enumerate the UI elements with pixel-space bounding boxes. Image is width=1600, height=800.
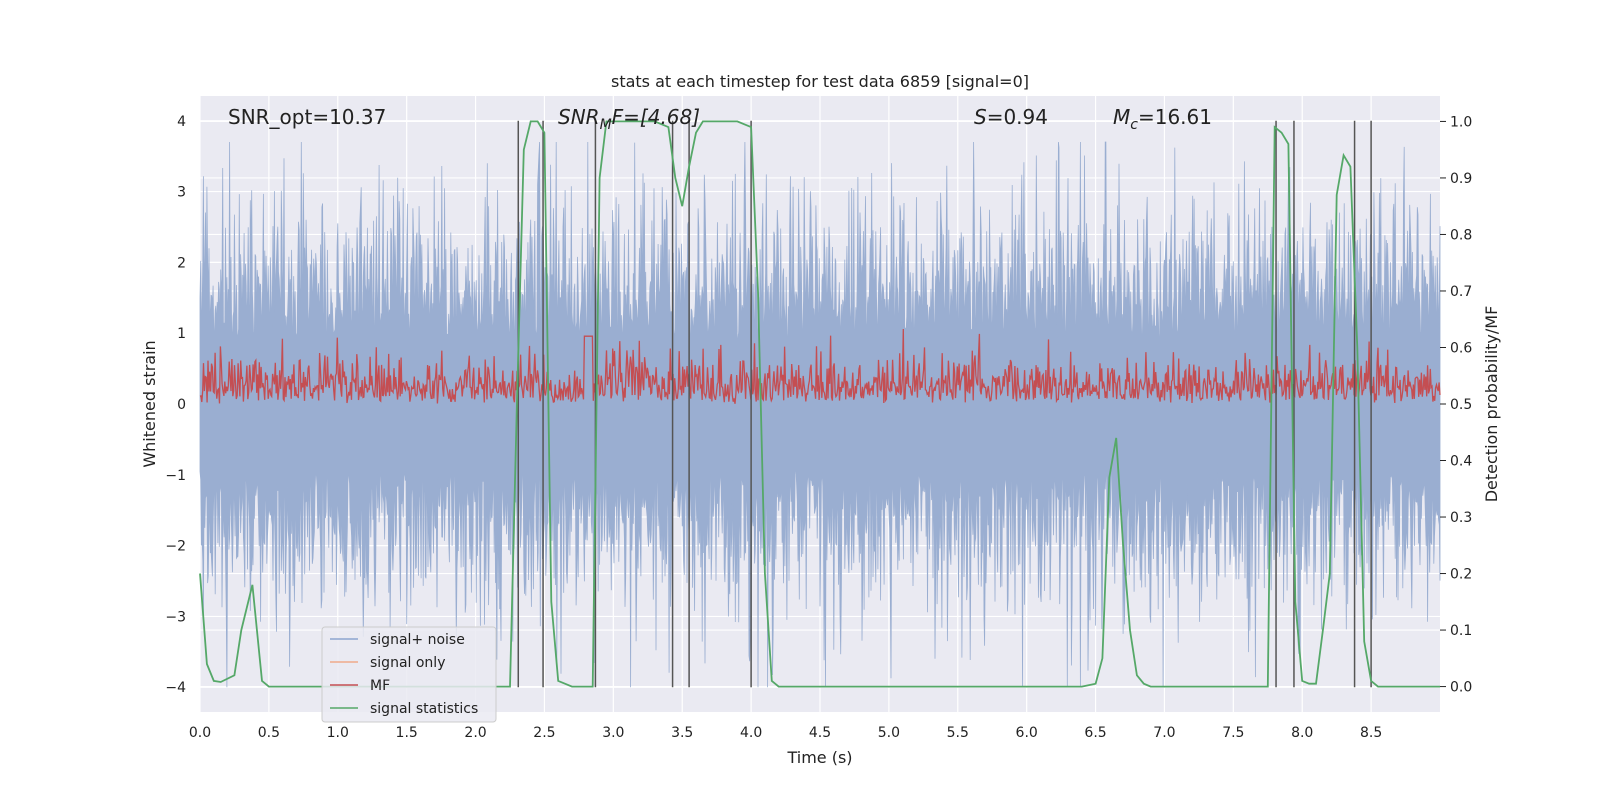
x-tick-label: 8.5 — [1360, 725, 1382, 741]
legend-label-mf: MF — [370, 678, 390, 694]
snr-mf-annotation: SNRMF=[4.68] — [558, 105, 700, 133]
s-value: =0.94 — [987, 105, 1048, 129]
y2-tick-labels: 1.0 0.9 0.8 0.7 0.6 0.5 0.4 0.3 0.2 0.1 0.0 — [1440, 114, 1472, 696]
x-tick-label: 3.0 — [602, 725, 624, 741]
legend: signal+ noise signal only MF signal stat… — [321, 626, 497, 723]
x-axis-label: Time (s) — [786, 748, 852, 767]
snr-opt-annotation: SNR_opt=10.37 — [228, 105, 386, 129]
x-tick-label: 2.5 — [533, 725, 555, 741]
y2-tick-label: 0.1 — [1450, 623, 1472, 639]
x-tick-label: 6.0 — [1016, 725, 1038, 741]
y2-tick-label: 0.2 — [1450, 567, 1472, 583]
legend-box — [321, 626, 497, 723]
signal-noise-line — [199, 141, 1441, 688]
snr-mf-sub: M — [600, 117, 612, 133]
y2-tick-label: 0.5 — [1450, 397, 1472, 413]
mc-sub: c — [1130, 117, 1138, 133]
y2-tick-label: 0.9 — [1450, 171, 1472, 187]
x-tick-label: 0.5 — [258, 725, 280, 741]
x-tick-label: 4.5 — [809, 725, 831, 741]
x-tick-label: 5.0 — [878, 725, 900, 741]
y2-tick-label: 0.3 — [1450, 510, 1472, 526]
x-tick-label: 1.5 — [396, 725, 418, 741]
snr-mf-rest: F=[4.68] — [612, 105, 700, 129]
x-tick-label: 1.0 — [327, 725, 349, 741]
legend-label-signal-noise: signal+ noise — [370, 632, 465, 648]
mc-value: =16.61 — [1138, 105, 1212, 129]
x-tick-label: 7.5 — [1222, 725, 1244, 741]
y-tick-label: 4 — [177, 114, 186, 130]
mf-series — [199, 328, 1441, 404]
x-tick-label: 0.0 — [189, 725, 211, 741]
y-tick-label: 0 — [177, 397, 186, 413]
y-tick-label: −1 — [165, 468, 186, 484]
y2-tick-label: 0.7 — [1450, 284, 1472, 300]
y-tick-label: 2 — [177, 255, 186, 271]
signal-statistics-series — [199, 120, 1440, 688]
x-tick-label: 6.5 — [1084, 725, 1106, 741]
y-tick-label: −4 — [165, 680, 186, 696]
y2-tick-label: 0.0 — [1450, 680, 1472, 696]
mf-line — [199, 328, 1441, 404]
signal-noise-series — [199, 141, 1441, 688]
legend-label-signal-statistics: signal statistics — [370, 701, 478, 717]
vertical-markers — [517, 120, 1372, 688]
legend-label-signal-only: signal only — [370, 655, 445, 671]
mc-annotation: Mc=16.61 — [1113, 105, 1212, 133]
snr-mf-base: SNR — [558, 105, 600, 129]
y-tick-label: 3 — [177, 185, 186, 201]
x-tick-label: 3.5 — [671, 725, 693, 741]
x-tick-label: 5.5 — [947, 725, 969, 741]
x-tick-labels: 0.0 0.5 1.0 1.5 2.0 2.5 3.0 3.5 4.0 4.5 5.0 5.5 6.0 6… — [189, 725, 1382, 741]
x-tick-label: 2.0 — [464, 725, 486, 741]
s-var: S — [974, 105, 987, 129]
y-tick-labels: 4 3 2 1 0 −1 −2 −3 −4 — [165, 114, 186, 696]
y-axis-label: Whitened strain — [140, 340, 159, 467]
y2-axis-label: Detection probability/MF — [1482, 306, 1501, 503]
x-tick-label: 8.0 — [1291, 725, 1313, 741]
signal-statistics-line — [199, 120, 1440, 688]
y2-tick-label: 1.0 — [1450, 114, 1472, 130]
y2-tick-label: 0.6 — [1450, 340, 1472, 356]
x-tick-label: 7.0 — [1153, 725, 1175, 741]
y2-tick-label: 0.8 — [1450, 227, 1472, 243]
y-tick-label: −3 — [165, 609, 186, 625]
y2-tick-label: 0.4 — [1450, 454, 1472, 470]
chart-title: stats at each timestep for test data 685… — [611, 72, 1029, 91]
mc-var: M — [1113, 105, 1130, 129]
y-tick-label: 1 — [177, 326, 186, 342]
s-annotation: S=0.94 — [974, 105, 1048, 129]
x-tick-label: 4.0 — [740, 725, 762, 741]
y-tick-label: −2 — [165, 539, 186, 555]
